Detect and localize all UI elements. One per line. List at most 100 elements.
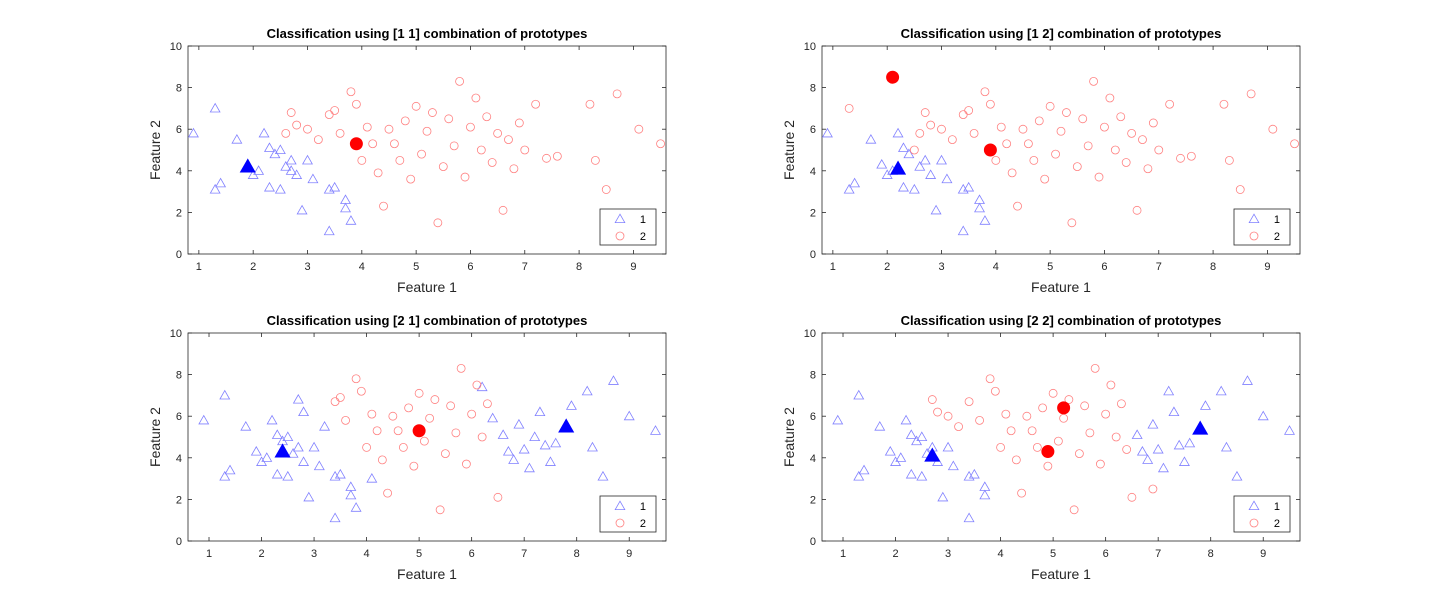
data-point-class-2	[520, 145, 530, 155]
data-point-class-1	[936, 154, 947, 165]
data-point-class-2	[440, 449, 450, 459]
subplot-4: Classification using [2 2] combination o…	[781, 313, 1301, 582]
data-point-class-1	[298, 456, 310, 466]
data-point-class-2	[357, 155, 367, 165]
data-point-class-1	[916, 431, 928, 442]
subplot-2: Classification using [1 2] combination o…	[781, 26, 1301, 295]
data-point-class-2	[1268, 124, 1278, 134]
data-point-class-1	[916, 470, 928, 481]
x-tick-label: 4	[993, 261, 999, 273]
data-point-class-2	[455, 76, 464, 86]
legend: 12	[599, 208, 657, 246]
data-point-class-2	[368, 139, 378, 149]
data-point-class-1	[231, 133, 243, 144]
data-point-class-1	[1220, 441, 1232, 452]
x-axis-label: Feature 1	[1031, 279, 1091, 295]
legend-marker-2	[1249, 231, 1259, 241]
data-point-class-1	[968, 468, 980, 479]
legend-label: 1	[640, 501, 646, 513]
data-point-class-1	[302, 154, 313, 165]
data-point-class-2	[990, 386, 1000, 396]
x-tick-label: 2	[884, 261, 890, 273]
y-tick-label: 10	[804, 328, 816, 340]
data-point-class-1	[900, 414, 912, 425]
data-point-class-2	[351, 374, 361, 384]
data-point-class-2	[1024, 139, 1033, 149]
legend-marker-2	[1249, 518, 1259, 528]
data-point-class-2	[1038, 403, 1048, 413]
data-point-class-2	[656, 139, 665, 149]
data-point-class-1	[1147, 418, 1159, 429]
data-point-class-2	[493, 128, 503, 138]
data-point-class-1	[1215, 385, 1227, 396]
data-point-class-1	[1257, 410, 1269, 421]
legend-box	[1233, 495, 1291, 533]
data-point-class-1	[1178, 456, 1190, 466]
data-point-class-1	[876, 158, 888, 169]
data-point-class-2	[477, 432, 487, 442]
data-point-class-2	[1074, 449, 1084, 459]
data-point-class-1	[329, 512, 341, 523]
data-point-class-1	[271, 468, 283, 479]
data-point-class-2	[467, 409, 477, 419]
data-point-class-1	[919, 154, 931, 165]
legend-marker-2	[615, 231, 625, 241]
data-point-class-2	[947, 135, 957, 145]
x-axis-label: Feature 1	[397, 566, 457, 582]
y-tick-label: 6	[810, 124, 816, 136]
data-point-class-2	[362, 122, 372, 132]
data-point-class-1	[292, 441, 304, 452]
y-axis-label: Feature 2	[147, 120, 163, 180]
data-point-class-2	[422, 126, 432, 136]
data-point-class-2	[1148, 484, 1158, 494]
data-point-class-2	[933, 407, 942, 417]
legend-label: 2	[640, 231, 646, 243]
data-point-class-1	[550, 437, 562, 448]
data-point-class-2	[1094, 172, 1104, 182]
data-point-class-2	[909, 145, 919, 155]
data-point-class-2	[1110, 145, 1120, 155]
data-points	[832, 363, 1295, 523]
data-point-class-1	[623, 410, 635, 421]
data-point-class-2	[446, 401, 456, 411]
data-point-class-2	[1013, 201, 1022, 211]
subplot-1: Classification using [1 1] combination o…	[147, 26, 667, 295]
data-point-class-1	[1136, 445, 1148, 456]
data-point-class-2	[634, 124, 644, 134]
data-point-class-2	[425, 413, 435, 423]
y-tick-label: 6	[176, 411, 182, 423]
data-point-class-2	[419, 436, 429, 446]
data-point-class-1	[1131, 429, 1143, 439]
data-point-class-1	[296, 204, 308, 215]
data-point-class-1	[366, 472, 378, 483]
data-point-class-2	[428, 108, 437, 117]
data-point-class-2	[444, 114, 454, 124]
data-point-class-2	[985, 374, 995, 384]
data-point-class-2	[1090, 363, 1100, 373]
legend-marker-1	[1248, 213, 1260, 224]
data-point-class-2	[451, 428, 461, 438]
data-point-class-2	[292, 120, 302, 130]
data-point-class-1	[323, 225, 335, 236]
y-tick-label: 2	[176, 494, 182, 506]
data-point-class-1	[476, 381, 488, 392]
data-points	[188, 76, 665, 236]
data-point-class-2	[351, 99, 361, 109]
data-point-class-1	[209, 183, 221, 194]
data-point-class-2	[1127, 492, 1137, 502]
data-point-class-1	[865, 133, 877, 144]
data-point-class-1	[308, 441, 320, 452]
data-point-class-2	[1051, 149, 1060, 159]
data-point-class-1	[908, 183, 920, 194]
data-point-class-1	[280, 161, 292, 171]
data-point-class-2	[373, 168, 383, 178]
data-point-class-2	[1002, 139, 1012, 149]
legend-box	[599, 495, 657, 533]
x-tick-label: 7	[521, 548, 527, 560]
data-point-class-1	[285, 154, 297, 165]
x-tick-label: 1	[830, 261, 836, 273]
data-point-class-1	[1241, 375, 1253, 385]
data-point-class-2	[449, 141, 459, 151]
data-point-class-2	[1069, 505, 1079, 515]
data-point-class-1	[957, 225, 969, 236]
